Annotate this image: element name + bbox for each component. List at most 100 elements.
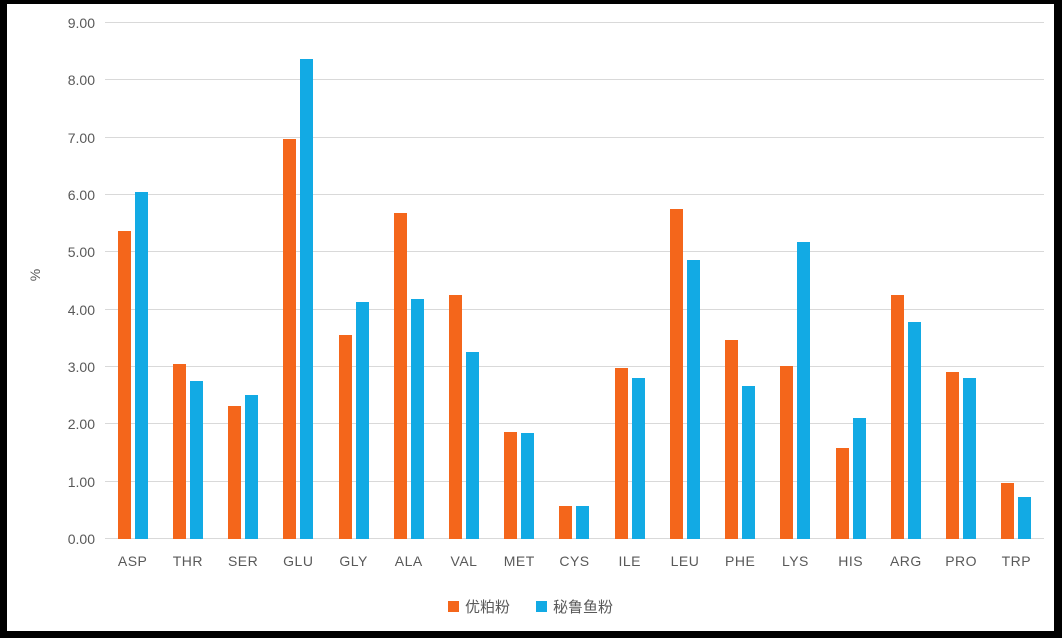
bar-group-phe [713, 23, 768, 539]
bar-trp [1001, 483, 1015, 539]
bar-group-cys [547, 23, 602, 539]
y-tick-label: 7.00 [67, 129, 95, 146]
x-axis-tick-labels: ASP THR SER GLU GLY ALA VAL MET CYS ILE LEU PHE LYS H… [105, 553, 1044, 569]
bar-group-asp [105, 23, 160, 539]
x-tick-label-phe: PHE [725, 553, 756, 569]
bar-group-arg [878, 23, 933, 539]
bar-group-glu [271, 23, 326, 539]
y-tick-label: 3.00 [67, 359, 95, 376]
bar-group-val [436, 23, 491, 539]
bar-group-pro [934, 23, 989, 539]
bar-group-lys [768, 23, 823, 539]
y-tick-label: 0.00 [67, 531, 95, 547]
bar-ser [245, 394, 259, 539]
bar-group-met [492, 23, 547, 539]
bar-his [852, 418, 866, 539]
bar-group-gly [326, 23, 381, 539]
x-tick-label-met: MET [503, 553, 535, 569]
gridline [105, 480, 1044, 482]
bar-arg [890, 294, 904, 539]
legend-item: 秘鲁鱼粉 [536, 596, 613, 617]
bar-group-thr [160, 23, 215, 539]
bar-gly [355, 301, 369, 539]
bar-leu [686, 259, 700, 539]
y-tick-label: 9.00 [67, 15, 95, 31]
x-tick-label-trp: TRP [1001, 553, 1032, 569]
x-tick-label-thr: THR [172, 553, 203, 569]
bar-ala [410, 298, 424, 539]
gridline [105, 194, 1044, 195]
legend-label: 优粕粉 [464, 599, 510, 616]
y-tick-label: 1.00 [67, 473, 95, 490]
bar-thr [189, 380, 203, 539]
legend-item: 优粕粉 [447, 596, 510, 617]
bar-group-leu [657, 23, 712, 539]
legend-swatch-icon [536, 601, 547, 612]
legend: 优粕粉 秘鲁鱼粉 [7, 596, 1054, 617]
bar-asp [134, 192, 148, 539]
bar-group-trp [989, 23, 1044, 539]
bar-arg [907, 321, 921, 539]
bar-group-ser [215, 23, 270, 539]
x-tick-label-asp: ASP [117, 553, 148, 569]
x-tick-label-ile: ILE [618, 553, 641, 569]
y-tick-label: 4.00 [67, 301, 95, 318]
x-tick-label-ala: ALA [394, 553, 423, 569]
bar-his [835, 447, 849, 539]
bar-ile [614, 368, 628, 539]
bar-val [466, 351, 480, 539]
bar-ile [631, 378, 645, 539]
bar-group-ile [602, 23, 657, 539]
bar-pro [946, 371, 960, 539]
bar-glu [300, 59, 314, 539]
gridline [105, 136, 1044, 138]
y-tick-label: 6.00 [67, 187, 95, 204]
x-tick-label-val: VAL [450, 553, 478, 569]
bar-trp [1018, 497, 1032, 539]
bar-lys [780, 365, 794, 539]
bar-leu [669, 208, 683, 539]
x-tick-label-cys: CYS [559, 553, 590, 569]
x-tick-label-glu: GLU [283, 553, 314, 569]
plot-area [105, 22, 1044, 539]
bar-glu [283, 138, 297, 539]
bar-phe [725, 340, 739, 539]
gridline [105, 251, 1044, 253]
gridline [105, 538, 1044, 539]
y-tick-label: 5.00 [67, 244, 95, 261]
x-tick-label-arg: ARG [889, 553, 922, 569]
bar-val [449, 294, 463, 539]
bar-pro [963, 378, 977, 539]
bar-cys [576, 506, 590, 539]
gridline [105, 79, 1044, 81]
y-axis-tick-labels: 0.00 1.00 2.00 3.00 4.00 5.00 6.00 7.00 8.00 9.00 [7, 15, 95, 547]
y-tick-label: 2.00 [67, 416, 95, 433]
bar-groups [105, 23, 1044, 539]
x-tick-label-ser: SER [227, 553, 259, 569]
x-tick-label-his: HIS [838, 553, 864, 569]
bar-cys [559, 505, 573, 539]
x-tick-label-pro: PRO [945, 553, 978, 569]
gridline [105, 366, 1044, 367]
bar-ala [393, 213, 407, 539]
bar-group-ala [381, 23, 436, 539]
legend-label: 秘鲁鱼粉 [553, 599, 614, 616]
legend-swatch-icon [447, 601, 459, 612]
bar-ser [228, 406, 242, 539]
bar-met [504, 431, 518, 539]
x-tick-label-lys: LYS [781, 553, 809, 569]
gridline [105, 308, 1044, 310]
x-tick-label-gly: GLY [339, 553, 368, 569]
bar-lys [797, 242, 811, 539]
bar-phe [742, 385, 756, 539]
bar-group-his [823, 23, 878, 539]
bar-thr [172, 364, 186, 539]
gridline [105, 423, 1044, 425]
x-tick-label-leu: LEU [670, 553, 700, 569]
bar-gly [338, 335, 352, 539]
bar-met [521, 432, 535, 539]
gridline [105, 22, 1044, 23]
y-tick-label: 8.00 [67, 72, 95, 89]
chart-area: 0.00 1.00 2.00 3.00 4.00 5.00 6.00 7.00 8.00 9.00… [7, 4, 1054, 631]
bar-asp [117, 231, 131, 539]
